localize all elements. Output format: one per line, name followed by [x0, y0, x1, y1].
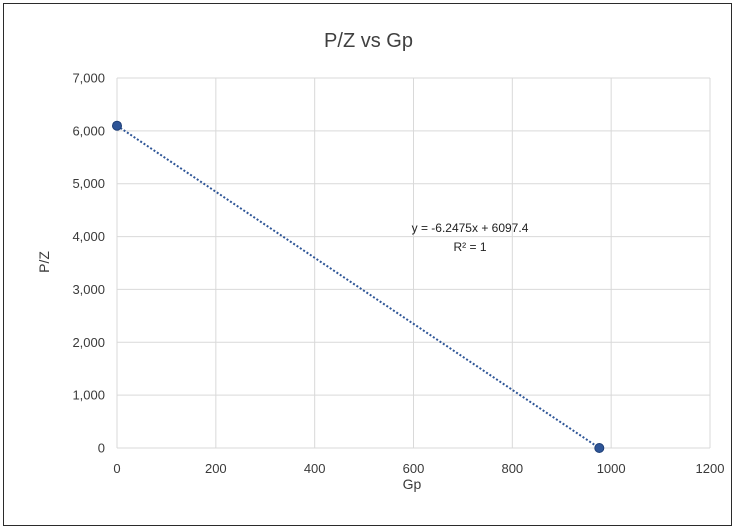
- y-tick-label: 7,000: [72, 71, 105, 86]
- x-tick-label: 1000: [597, 461, 626, 476]
- x-tick-label: 800: [501, 461, 523, 476]
- x-tick-label: 0: [113, 461, 120, 476]
- y-tick-label: 6,000: [72, 123, 105, 138]
- y-axis-label: P/Z: [36, 251, 52, 273]
- data-point: [594, 443, 605, 453]
- trendline: [116, 124, 600, 449]
- chart-title: P/Z vs Gp: [324, 30, 413, 52]
- y-tick-label: 3,000: [72, 282, 105, 297]
- chart-frame: [3, 3, 732, 526]
- y-tick-label: 1,000: [72, 388, 105, 403]
- y-tick-label: 2,000: [72, 335, 105, 350]
- x-tick-labels: 0 200 400 600 800 1000 1200: [113, 461, 724, 476]
- x-tick-label: 200: [205, 461, 227, 476]
- y-tick-label: 5,000: [72, 176, 105, 191]
- data-points: [112, 120, 605, 453]
- x-tick-label: 1200: [696, 461, 725, 476]
- trendline-equation: y = -6.2475x + 6097.4: [412, 221, 529, 235]
- trendline-path: [116, 124, 600, 449]
- x-tick-label: 600: [403, 461, 425, 476]
- x-tick-label: 400: [304, 461, 326, 476]
- y-tick-label: 0: [98, 441, 105, 456]
- grid-lines: [116, 77, 711, 449]
- data-point: [112, 120, 122, 131]
- trendline-r-squared: R² = 1: [453, 240, 486, 254]
- x-axis-label: Gp: [403, 476, 422, 492]
- y-tick-labels: 0 1,000 2,000 3,000 4,000 5,000 6,000 7,000: [72, 71, 105, 456]
- y-tick-label: 4,000: [72, 229, 105, 244]
